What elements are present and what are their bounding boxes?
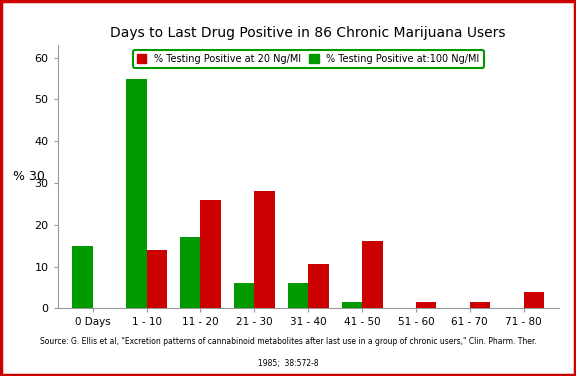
Title: Days to Last Drug Positive in 86 Chronic Marijuana Users: Days to Last Drug Positive in 86 Chronic…: [111, 26, 506, 40]
Bar: [254, 191, 275, 308]
Bar: [234, 283, 254, 308]
Bar: [362, 241, 382, 308]
Bar: [524, 292, 544, 308]
Y-axis label: % 30: % 30: [13, 170, 45, 183]
Bar: [146, 250, 167, 308]
Bar: [342, 302, 362, 308]
Bar: [72, 246, 93, 308]
Bar: [416, 302, 437, 308]
Bar: [308, 264, 329, 308]
Text: Source: G. Ellis et al, "Excretion patterns of cannabinoid metabolites after las: Source: G. Ellis et al, "Excretion patte…: [40, 337, 536, 346]
Bar: [470, 302, 490, 308]
Bar: [180, 237, 200, 308]
Bar: [200, 200, 221, 308]
Text: 1985;  38:572-8: 1985; 38:572-8: [257, 359, 319, 368]
Bar: [287, 283, 308, 308]
Bar: [126, 79, 146, 308]
Legend: % Testing Positive at 20 Ng/Ml, % Testing Positive at:100 Ng/Ml: % Testing Positive at 20 Ng/Ml, % Testin…: [132, 50, 484, 68]
